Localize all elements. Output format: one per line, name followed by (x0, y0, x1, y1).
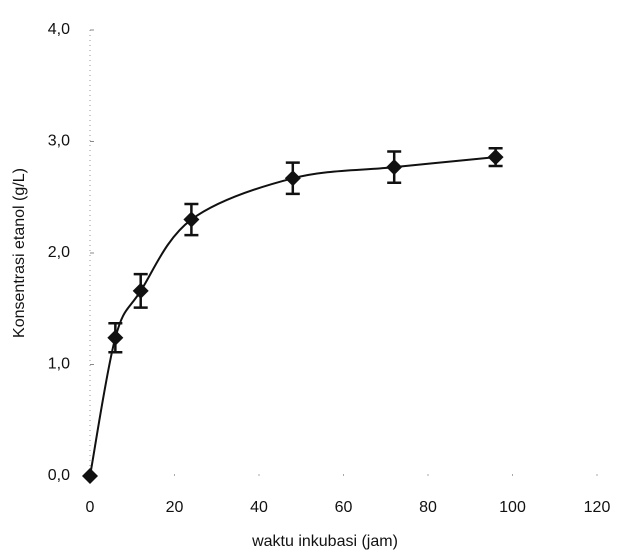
x-axis-label: waktu inkubasi (jam) (251, 533, 398, 550)
y-tick-label: 1,0 (48, 356, 70, 373)
x-tick-label: 100 (499, 499, 526, 516)
x-tick-label: 40 (250, 499, 268, 516)
x-tick-label: 60 (335, 499, 353, 516)
y-axis-label: Konsentrasi etanol (g/L) (11, 168, 28, 338)
x-tick-label: 120 (584, 499, 611, 516)
x-tick-label: 80 (419, 499, 437, 516)
marker (107, 329, 124, 346)
marker (284, 170, 301, 187)
y-tick-label: 2,0 (48, 244, 70, 261)
marker (487, 149, 504, 166)
y-tick-label: 4,0 (48, 21, 70, 38)
marker (183, 211, 200, 228)
y-tick-label: 3,0 (48, 133, 70, 150)
data-line (89, 156, 496, 477)
y-tick-label: 0,0 (48, 467, 70, 484)
x-tick-label: 20 (166, 499, 184, 516)
x-tick-label: 0 (86, 499, 95, 516)
marker (132, 282, 149, 299)
marker (82, 468, 98, 484)
marker (386, 159, 403, 176)
